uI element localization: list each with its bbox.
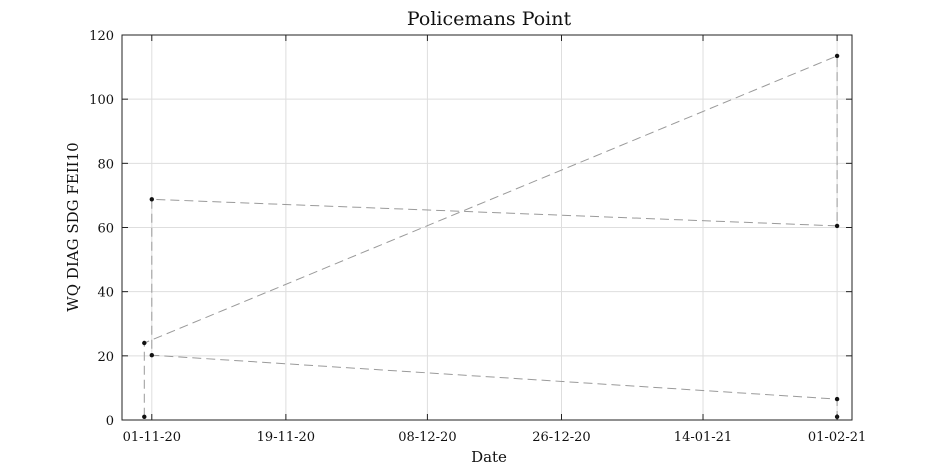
x-tick-label: 01-11-20: [123, 430, 181, 445]
series-layer: [142, 53, 840, 419]
data-point: [834, 396, 840, 402]
y-tick-label: 60: [97, 222, 114, 237]
x-axis-label: Date: [471, 448, 507, 466]
data-point: [149, 353, 154, 358]
x-tick-label: 01-02-21: [808, 430, 866, 445]
grid: [122, 34, 852, 421]
series-line: [143, 55, 838, 417]
ticks: 01-11-20 19-11-20 08-12-20 26-12-20 14-01-21…: [89, 29, 866, 445]
data-point: [834, 223, 840, 229]
y-tick-label: 120: [89, 29, 114, 44]
data-point: [142, 340, 147, 346]
y-tick-label: 100: [89, 93, 114, 108]
data-point: [142, 414, 147, 419]
x-tick-label: 19-11-20: [257, 430, 315, 445]
x-tick-label: 26-12-20: [532, 430, 590, 445]
data-point: [834, 53, 840, 59]
x-tick-label: 08-12-20: [398, 430, 456, 445]
y-tick-label: 0: [106, 414, 114, 429]
y-axis-label: WQ DIAG SDG FEII10: [64, 142, 82, 311]
data-point: [149, 197, 154, 202]
y-tick-label: 40: [97, 286, 114, 301]
y-tick-label: 80: [97, 157, 114, 172]
chart-title: Policemans Point: [407, 8, 572, 30]
y-tick-label: 20: [97, 350, 114, 365]
x-tick-label: 14-01-21: [674, 430, 732, 445]
